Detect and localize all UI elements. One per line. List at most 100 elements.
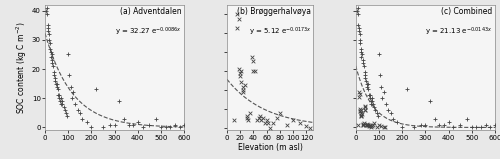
Point — [63, 114, 71, 117]
Point — [362, 76, 370, 79]
Point — [282, 123, 290, 126]
Point — [256, 115, 264, 118]
Point — [358, 59, 366, 62]
Point — [264, 121, 272, 124]
Point — [363, 82, 371, 85]
Point — [66, 85, 74, 88]
Text: (b) Brøggerhalvøya: (b) Brøggerhalvøya — [238, 7, 312, 16]
Point — [366, 94, 374, 97]
Point — [157, 126, 165, 129]
Point — [357, 109, 365, 111]
Point — [355, 27, 363, 29]
Point — [306, 126, 314, 129]
Point — [272, 117, 280, 119]
Point — [486, 126, 494, 129]
Point — [444, 120, 452, 123]
Point — [354, 12, 362, 15]
Point — [46, 41, 54, 44]
Point — [360, 71, 368, 73]
Point — [358, 50, 366, 53]
Point — [46, 47, 54, 50]
Point — [116, 100, 124, 102]
Point — [394, 120, 402, 123]
Point — [49, 65, 57, 67]
Point — [354, 124, 362, 126]
Point — [238, 81, 246, 83]
Point — [430, 118, 438, 120]
Point — [364, 123, 372, 126]
Point — [134, 120, 142, 123]
Point — [248, 55, 256, 58]
Point — [364, 123, 372, 125]
Point — [368, 103, 376, 105]
Point — [66, 74, 74, 76]
Point — [360, 104, 368, 107]
Point — [369, 123, 377, 126]
Point — [233, 13, 241, 15]
Point — [354, 24, 362, 27]
Point — [403, 88, 411, 91]
Point — [99, 126, 107, 129]
Point — [377, 125, 385, 127]
Point — [355, 96, 363, 98]
Point — [380, 126, 388, 129]
Point — [384, 109, 392, 111]
Point — [250, 60, 258, 63]
Point — [171, 123, 179, 126]
Point — [270, 121, 278, 124]
Point — [369, 103, 377, 105]
Point — [44, 30, 52, 32]
Point — [44, 27, 52, 29]
Point — [289, 119, 297, 121]
Point — [368, 125, 376, 127]
Point — [240, 89, 248, 91]
Point — [48, 59, 56, 62]
Point — [60, 109, 68, 111]
Point — [436, 123, 444, 126]
Point — [356, 33, 364, 35]
Point — [357, 47, 365, 50]
Point — [44, 6, 52, 9]
Point — [254, 117, 262, 119]
Point — [477, 126, 485, 129]
Point — [110, 123, 118, 126]
Point — [377, 85, 385, 88]
Point — [358, 123, 366, 126]
Point — [367, 126, 375, 129]
Point — [43, 12, 51, 15]
Point — [356, 110, 364, 113]
Point — [468, 126, 476, 129]
Point — [92, 88, 100, 91]
Y-axis label: SOC content (kg C m$^{-2}$): SOC content (kg C m$^{-2}$) — [14, 21, 29, 114]
Point — [51, 76, 59, 79]
Point — [69, 91, 77, 94]
Point — [235, 18, 243, 20]
Point — [250, 70, 258, 72]
Point — [54, 88, 62, 91]
Point — [48, 62, 56, 64]
Text: y = 32.27 e$^{-0.0086x}$: y = 32.27 e$^{-0.0086x}$ — [114, 26, 182, 38]
Text: y = 5.12 e$^{-0.0173x}$: y = 5.12 e$^{-0.0173x}$ — [248, 26, 312, 38]
Point — [50, 74, 58, 76]
Point — [64, 53, 72, 56]
Point — [358, 56, 366, 59]
Point — [410, 126, 418, 129]
Point — [389, 118, 397, 120]
Point — [372, 125, 380, 128]
Point — [45, 38, 53, 41]
Point — [356, 93, 364, 95]
Point — [368, 100, 376, 102]
Point — [357, 112, 365, 115]
Point — [361, 106, 369, 108]
Point — [361, 109, 369, 111]
Point — [129, 123, 137, 126]
Point — [355, 91, 363, 94]
Point — [366, 124, 374, 126]
Point — [367, 100, 375, 102]
Point — [382, 103, 390, 105]
Point — [83, 120, 91, 123]
Point — [48, 53, 56, 56]
Point — [258, 119, 266, 121]
Point — [120, 118, 128, 120]
Point — [422, 123, 430, 126]
